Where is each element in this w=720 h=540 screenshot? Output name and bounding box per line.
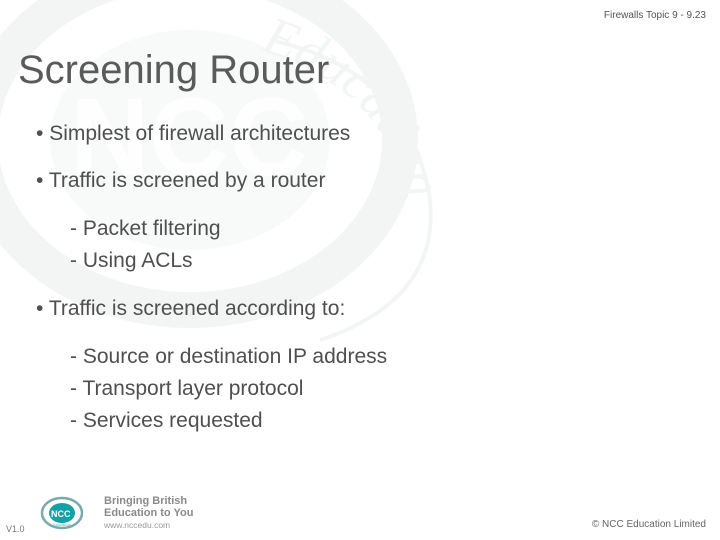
version-label: V1.0 xyxy=(6,524,25,534)
bullet-subitem: Transport layer protocol xyxy=(70,375,690,403)
copyright-label: © NCC Education Limited xyxy=(592,519,706,530)
footer: NCC Education Bringing British Education… xyxy=(0,486,720,540)
svg-text:NCC: NCC xyxy=(51,509,71,519)
website-url: www.nccedu.com xyxy=(104,521,193,530)
logo-subtext: Education xyxy=(53,522,71,527)
tagline-line2: Education to You xyxy=(104,508,193,520)
slide-content: Simplest of firewall architectures Traff… xyxy=(36,120,690,456)
logo-block: NCC Education Bringing British Education… xyxy=(40,496,193,530)
ncc-logo-icon: NCC Education xyxy=(40,496,94,530)
tagline: Bringing British Education to You www.nc… xyxy=(104,496,193,530)
bullet-subitem: Source or destination IP address xyxy=(70,343,690,371)
slide-title: Screening Router xyxy=(18,48,329,93)
bullet-subitem: Packet filtering xyxy=(70,215,690,243)
bullet-subitem: Services requested xyxy=(70,407,690,435)
tagline-line1: Bringing British xyxy=(104,496,193,508)
bullet-item: Simplest of firewall architectures xyxy=(36,120,690,147)
bullet-item: Traffic is screened by a router xyxy=(36,167,690,194)
slide: NCC Education Firewalls Topic 9 - 9.23 S… xyxy=(0,0,720,540)
bullet-subitem: Using ACLs xyxy=(70,247,690,275)
header-topic-label: Firewalls Topic 9 - 9.23 xyxy=(604,10,706,21)
bullet-item: Traffic is screened according to: xyxy=(36,295,690,322)
